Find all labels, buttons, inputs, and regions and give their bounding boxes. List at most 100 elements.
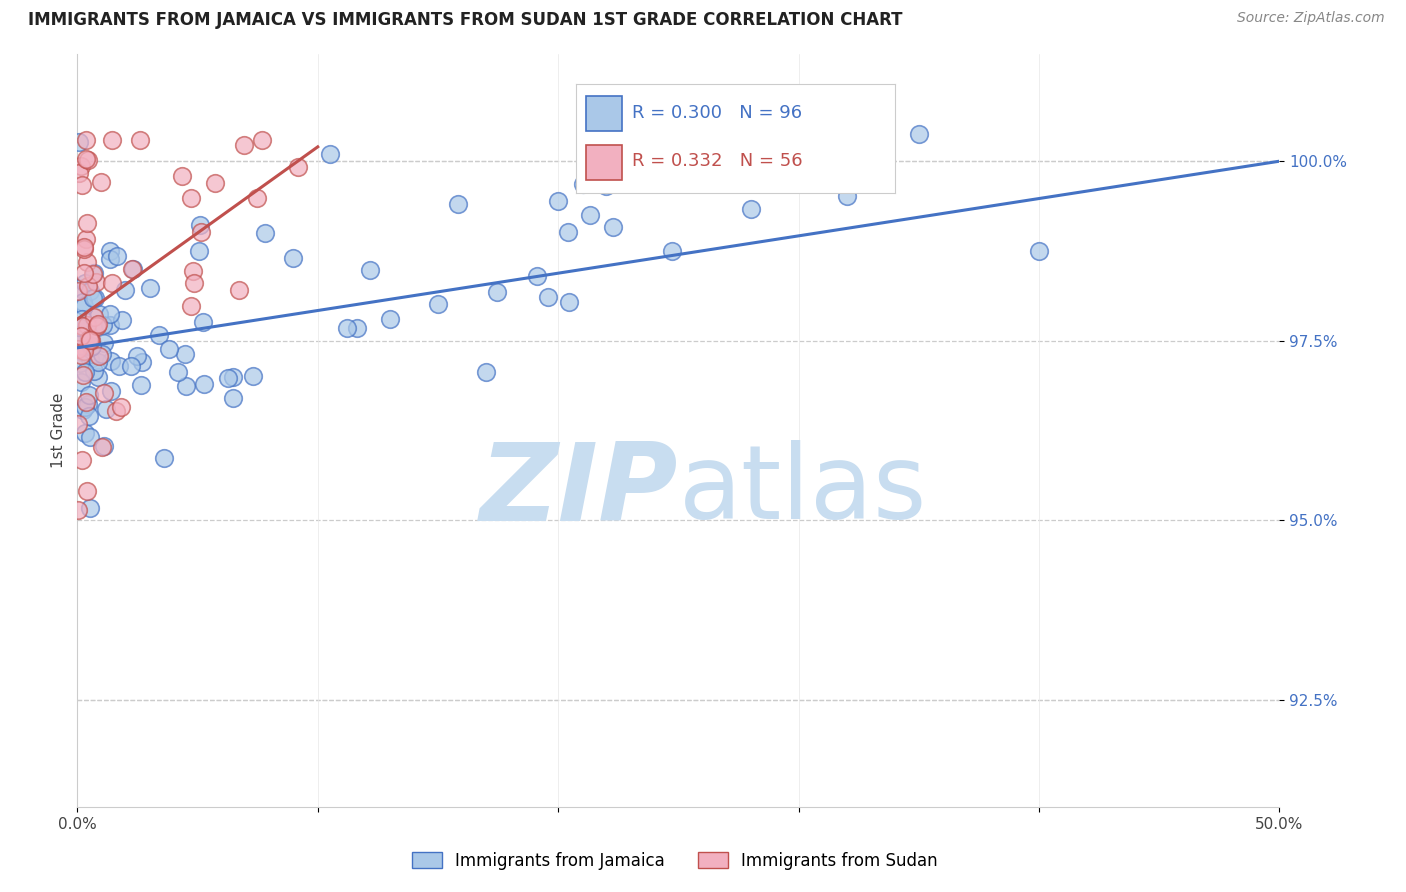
Point <box>87 355 110 369</box>
Point <box>740 202 762 217</box>
Point <box>84 291 107 305</box>
Point <box>67 166 90 180</box>
Point <box>80 339 103 353</box>
Point <box>67 135 90 149</box>
Point <box>93 439 115 453</box>
Point <box>120 359 142 373</box>
Text: ZIP: ZIP <box>479 438 679 544</box>
Legend: Immigrants from Jamaica, Immigrants from Sudan: Immigrants from Jamaica, Immigrants from… <box>405 846 945 877</box>
Point <box>90 175 112 189</box>
Point <box>84 275 107 289</box>
Point <box>121 262 143 277</box>
Point <box>79 284 101 298</box>
Point <box>572 178 595 192</box>
Point <box>77 409 100 424</box>
Text: IMMIGRANTS FROM JAMAICA VS IMMIGRANTS FROM SUDAN 1ST GRADE CORRELATION CHART: IMMIGRANTS FROM JAMAICA VS IMMIGRANTS FR… <box>28 11 903 29</box>
Point <box>180 191 202 205</box>
Point <box>70 159 93 173</box>
Point <box>908 127 931 141</box>
Point <box>100 244 122 259</box>
Point <box>66 417 89 432</box>
Point <box>336 320 359 334</box>
Point <box>89 307 111 321</box>
Point <box>69 348 91 362</box>
Point <box>101 133 124 147</box>
Point <box>319 146 342 161</box>
Point <box>101 277 124 291</box>
Point <box>83 364 105 378</box>
Point <box>83 310 105 324</box>
Point <box>70 318 93 333</box>
Point <box>167 365 190 379</box>
Point <box>76 318 98 333</box>
Point <box>139 281 162 295</box>
Point <box>174 378 197 392</box>
Point <box>98 307 121 321</box>
Point <box>242 369 264 384</box>
Point <box>72 344 94 359</box>
Point <box>153 450 176 465</box>
Point <box>72 240 94 254</box>
Point <box>129 133 152 147</box>
Point <box>70 312 93 326</box>
Point <box>86 319 108 334</box>
Point <box>87 370 110 384</box>
Point <box>98 252 121 266</box>
Point <box>187 244 209 259</box>
Point <box>73 401 96 415</box>
Point <box>67 330 90 344</box>
Point <box>77 332 100 346</box>
Point <box>93 318 115 332</box>
Point <box>100 384 122 398</box>
Point <box>1028 244 1050 259</box>
Point <box>75 365 97 379</box>
Point <box>98 318 121 332</box>
Text: atlas: atlas <box>679 440 927 541</box>
Point <box>121 261 143 276</box>
Point <box>232 137 254 152</box>
Point <box>73 242 96 256</box>
Point <box>94 401 117 416</box>
Point <box>75 152 97 166</box>
Point <box>281 251 304 265</box>
Point <box>75 232 97 246</box>
Point <box>67 319 90 334</box>
Point <box>90 440 112 454</box>
Point <box>526 268 548 283</box>
Point <box>595 179 617 194</box>
Point <box>77 278 100 293</box>
Point <box>148 328 170 343</box>
Point <box>67 503 90 517</box>
Point <box>835 189 858 203</box>
Point <box>69 281 91 295</box>
Point <box>193 377 215 392</box>
Point <box>188 218 211 232</box>
Point <box>129 378 152 392</box>
Point <box>486 285 509 300</box>
Point <box>67 343 90 357</box>
Point <box>73 344 96 359</box>
Point <box>104 404 127 418</box>
Point <box>228 284 250 298</box>
Point <box>250 133 273 147</box>
Point <box>79 500 101 515</box>
Point <box>70 178 93 193</box>
Point <box>111 313 134 327</box>
Point <box>157 343 180 357</box>
Point <box>91 347 114 361</box>
Y-axis label: 1st Grade: 1st Grade <box>51 392 66 468</box>
Point <box>79 351 101 366</box>
Point <box>170 169 193 184</box>
Point <box>72 294 94 309</box>
Point <box>93 335 115 350</box>
Point <box>80 340 103 354</box>
Point <box>475 365 498 379</box>
Point <box>254 226 277 240</box>
Point <box>578 208 600 222</box>
Point <box>110 400 132 414</box>
Point <box>787 165 810 179</box>
Point <box>75 343 97 358</box>
Point <box>73 299 96 313</box>
Point <box>114 283 136 297</box>
Point <box>378 312 401 326</box>
